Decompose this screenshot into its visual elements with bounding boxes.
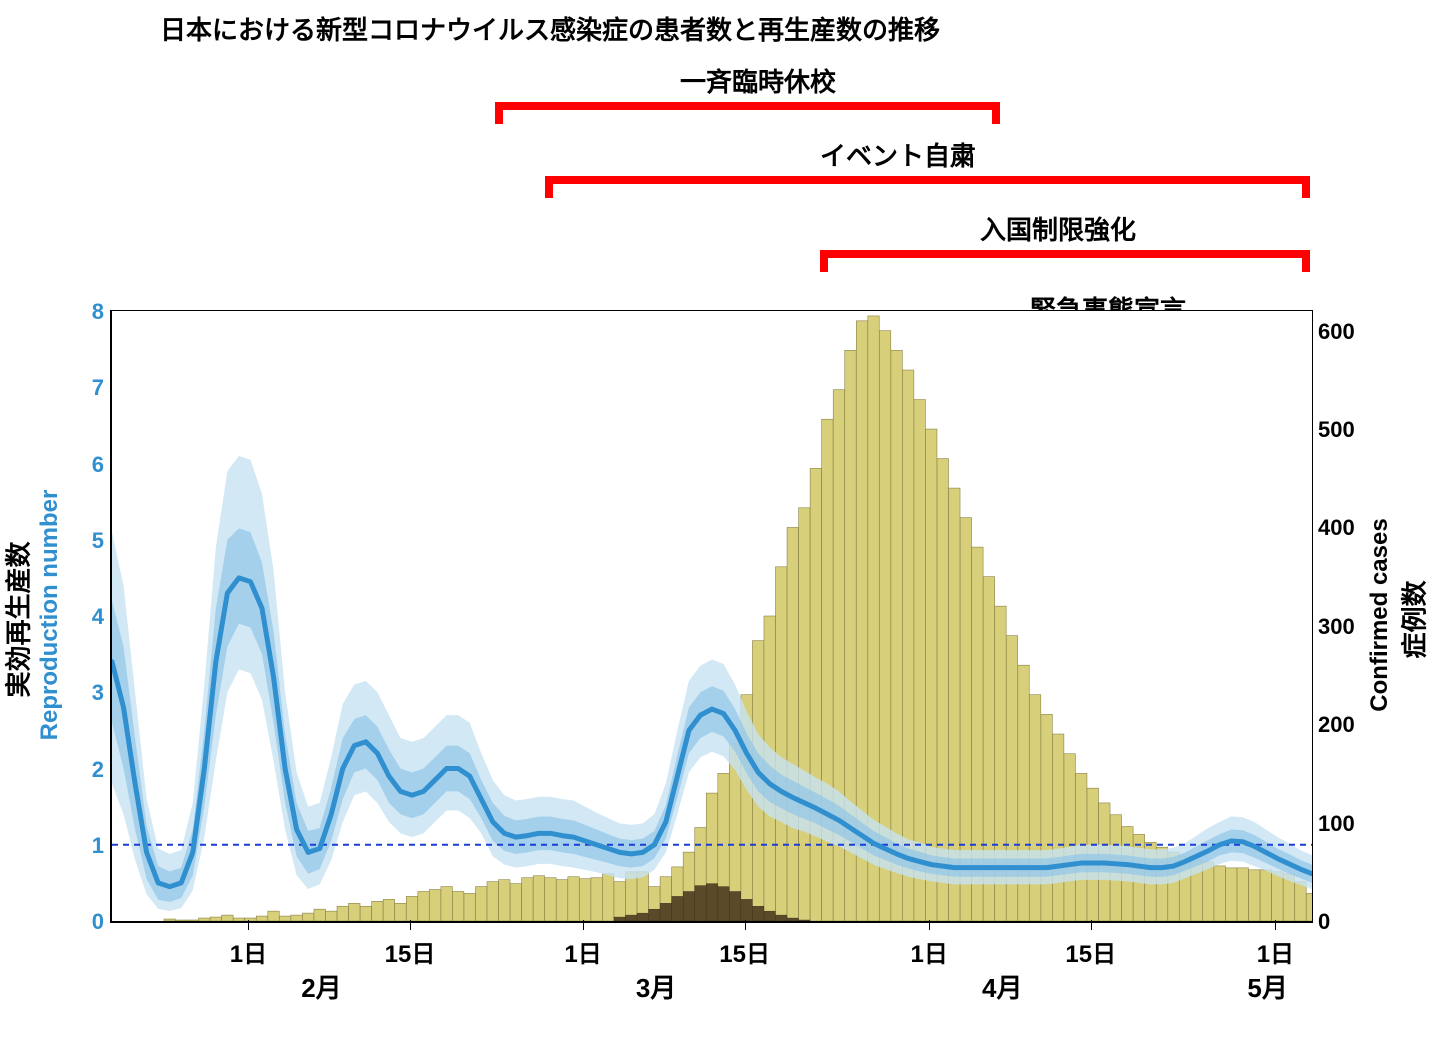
x-tick-mark — [1275, 920, 1276, 930]
y-right-tick: 300 — [1318, 614, 1355, 640]
y-right-tick: 400 — [1318, 515, 1355, 541]
y-left-tick: 0 — [78, 909, 104, 935]
y-left-tick: 6 — [78, 452, 104, 478]
y-left-tick: 2 — [78, 757, 104, 783]
y-left-tick: 4 — [78, 604, 104, 630]
x-day-label: 15日 — [1061, 934, 1121, 969]
bracket-leg — [495, 102, 503, 124]
x-day-label: 1日 — [899, 934, 959, 969]
x-day-label: 15日 — [715, 934, 775, 969]
y-left-tick: 3 — [78, 680, 104, 706]
annotation-label: イベント自粛 — [820, 136, 976, 173]
x-tick-mark — [929, 920, 930, 930]
x-day-label: 1日 — [553, 934, 613, 969]
y-left-label-en: Reproduction number — [36, 485, 64, 745]
y-right-tick: 500 — [1318, 417, 1355, 443]
x-tick-mark — [745, 920, 746, 930]
bracket-leg — [545, 176, 553, 198]
y-left-tick: 1 — [78, 833, 104, 859]
annotation-label: 入国制限強化 — [980, 210, 1136, 247]
y-left-tick: 5 — [78, 528, 104, 554]
bracket-leg — [1302, 176, 1310, 198]
x-month-label: 2月 — [301, 968, 341, 1005]
bracket-bar — [820, 250, 1310, 258]
y-right-tick: 0 — [1318, 909, 1330, 935]
x-tick-mark — [248, 920, 249, 930]
bracket-leg — [820, 250, 828, 272]
x-tick-mark — [583, 920, 584, 930]
bracket-leg — [1302, 250, 1310, 272]
y-right-tick: 600 — [1318, 319, 1355, 345]
x-day-label: 1日 — [1245, 934, 1305, 969]
plot-area — [110, 310, 1313, 923]
bracket-bar — [545, 176, 1310, 184]
y-left-tick: 7 — [78, 375, 104, 401]
bracket-bar — [495, 102, 1000, 110]
y-right-tick: 200 — [1318, 712, 1355, 738]
x-tick-mark — [410, 920, 411, 930]
x-month-label: 3月 — [636, 968, 676, 1005]
x-day-label: 15日 — [380, 934, 440, 969]
plot-svg — [112, 311, 1312, 921]
y-left-label-jp: 実効再生産数 — [0, 490, 36, 750]
y-right-tick: 100 — [1318, 811, 1355, 837]
annotation-label: 一斉臨時休校 — [680, 62, 836, 99]
bracket-leg — [992, 102, 1000, 124]
y-left-tick: 8 — [78, 299, 104, 325]
y-right-label-jp: 症例数 — [1395, 490, 1432, 750]
x-tick-mark — [1091, 920, 1092, 930]
chart-title: 日本における新型コロナウイルス感染症の患者数と再生産数の推移 — [160, 10, 940, 47]
x-day-label: 1日 — [218, 934, 278, 969]
y-right-label-en: Confirmed cases — [1366, 485, 1394, 745]
x-month-label: 4月 — [982, 968, 1022, 1005]
x-month-label: 5月 — [1247, 968, 1287, 1005]
